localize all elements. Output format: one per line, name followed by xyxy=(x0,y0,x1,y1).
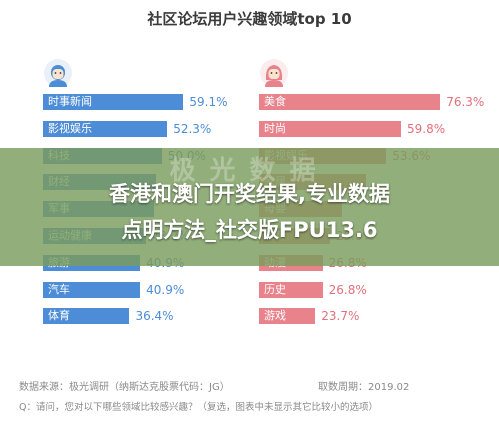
female-value-label: 59.8% xyxy=(407,121,446,136)
female-category-label: 游戏 xyxy=(264,309,286,323)
headline-line-1: 香港和澳门开奖结果,专业数据 xyxy=(109,182,390,206)
female-value-label: 76.3% xyxy=(446,95,485,109)
survey-question-note: Q：请问，您对以下哪些领域比较感兴趣？（复选，图表中未显示其它比较小的选项） xyxy=(19,402,378,413)
data-source-note: 数据来源：极光调研（纳斯达克股票代码：JG） xyxy=(19,382,230,393)
male-category-label: 影视娱乐 xyxy=(48,121,92,135)
male-user-icon xyxy=(44,59,72,87)
female-bar-row: 美食 76.3% xyxy=(259,94,499,110)
overlay-banner: 极光数据 香港和澳门开奖结果,专业数据 点明方法_社交版FPU13.6 xyxy=(0,148,499,266)
data-period-note: 取数周期：2019.02 xyxy=(318,382,410,393)
female-category-label: 历史 xyxy=(264,282,286,296)
female-user-icon xyxy=(260,59,288,87)
male-value-label: 40.9% xyxy=(146,282,185,297)
female-bar-row: 时尚 59.8% xyxy=(259,120,499,137)
male-bar-row: 汽车 40.9% xyxy=(43,281,293,298)
headline-line-2: 点明方法_社交版FPU13.6 xyxy=(121,218,378,242)
female-category-label: 时尚 xyxy=(264,121,286,135)
female-bar xyxy=(259,281,323,298)
female-value-label: 23.7% xyxy=(321,309,360,324)
male-category-label: 汽车 xyxy=(48,282,70,296)
female-bar-row: 历史 26.8% xyxy=(259,281,499,298)
male-bar xyxy=(43,308,130,325)
male-bar-row: 时事新闻 59.1% xyxy=(43,94,293,110)
female-value-label: 26.8% xyxy=(328,282,367,297)
female-bar xyxy=(259,120,402,137)
male-value-label: 36.4% xyxy=(135,309,174,324)
female-bar-row: 游戏 23.7% xyxy=(259,308,499,325)
chart-title: 社区论坛用户兴趣领域top 10 xyxy=(147,10,352,28)
male-bar-row: 体育 36.4% xyxy=(43,308,293,325)
watermark-text: 极光数据 xyxy=(169,156,330,186)
male-bar xyxy=(43,281,141,298)
male-bar xyxy=(43,120,168,137)
male-category-label: 时事新闻 xyxy=(48,95,92,108)
male-value-label: 52.3% xyxy=(173,121,212,136)
male-value-label: 59.1% xyxy=(189,95,228,109)
male-bar xyxy=(43,94,184,110)
female-bar xyxy=(259,308,316,325)
female-bar xyxy=(259,94,441,110)
female-category-label: 美食 xyxy=(264,95,286,108)
male-bar-row: 影视娱乐 52.3% xyxy=(43,120,293,137)
male-category-label: 体育 xyxy=(48,309,70,323)
